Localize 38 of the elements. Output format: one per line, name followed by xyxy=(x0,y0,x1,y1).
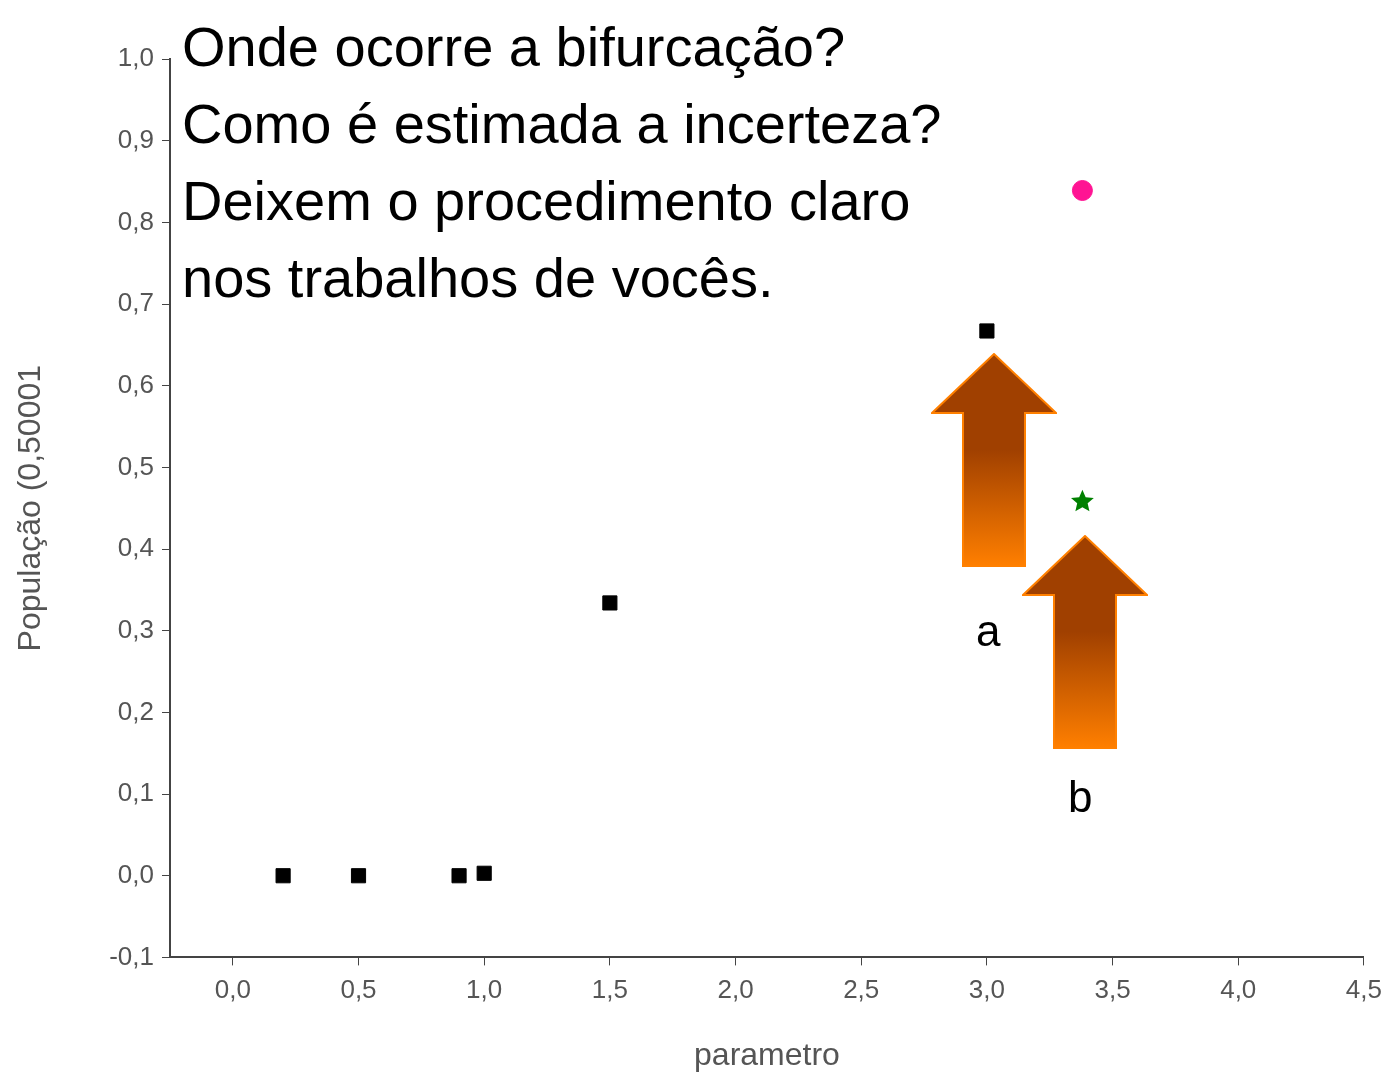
point xyxy=(1071,489,1094,512)
x-axis-title: parametro xyxy=(694,1035,840,1072)
y-tick-label: 0,4 xyxy=(117,532,154,563)
x-tick-label: 1,5 xyxy=(591,974,628,1005)
point xyxy=(602,595,618,611)
y-tick-label: 0,8 xyxy=(117,205,154,236)
y-tick-label: 0,5 xyxy=(117,450,154,481)
point xyxy=(350,868,367,884)
point xyxy=(476,865,492,881)
x-tick-label: 0,0 xyxy=(214,974,251,1005)
x-tick-label: 3,5 xyxy=(1094,974,1131,1005)
annotation: Deixem o procedimento claro xyxy=(182,168,912,234)
y-tick-label: 0,3 xyxy=(117,613,154,644)
y-tick-label: 0,1 xyxy=(117,777,154,808)
annotation: b xyxy=(1068,772,1093,822)
y-tick-label: -0,1 xyxy=(109,940,154,971)
annotation: nos trabalhos de vocês. xyxy=(182,245,775,311)
x-tick-label: 4,5 xyxy=(1345,974,1383,1005)
y-tick-label: 0,9 xyxy=(117,123,154,154)
y-tick-label: 0,7 xyxy=(117,287,154,318)
point xyxy=(275,868,291,884)
x-tick-label: 4,0 xyxy=(1220,974,1257,1005)
y-tick-label: 0,6 xyxy=(117,368,154,399)
point xyxy=(979,323,995,339)
x-tick-label: 2,0 xyxy=(717,974,754,1005)
y-tick-label: 0,2 xyxy=(117,695,154,726)
y-tick-label: 0,0 xyxy=(117,858,154,889)
annotation: Onde ocorre a bifurcação? xyxy=(182,14,847,80)
point xyxy=(1071,179,1093,201)
y-axis-title: População (0,50001 xyxy=(11,364,48,652)
x-tick-label: 0,5 xyxy=(340,974,377,1005)
x-tick-label: 3,0 xyxy=(968,974,1005,1005)
annotation: Como é estimada a incerteza? xyxy=(182,91,942,157)
annotation: a xyxy=(976,606,1001,656)
point xyxy=(451,868,467,884)
x-tick-label: 2,5 xyxy=(843,974,880,1005)
y-tick-label: 1,0 xyxy=(117,42,154,73)
x-tick-label: 1,0 xyxy=(466,974,503,1005)
